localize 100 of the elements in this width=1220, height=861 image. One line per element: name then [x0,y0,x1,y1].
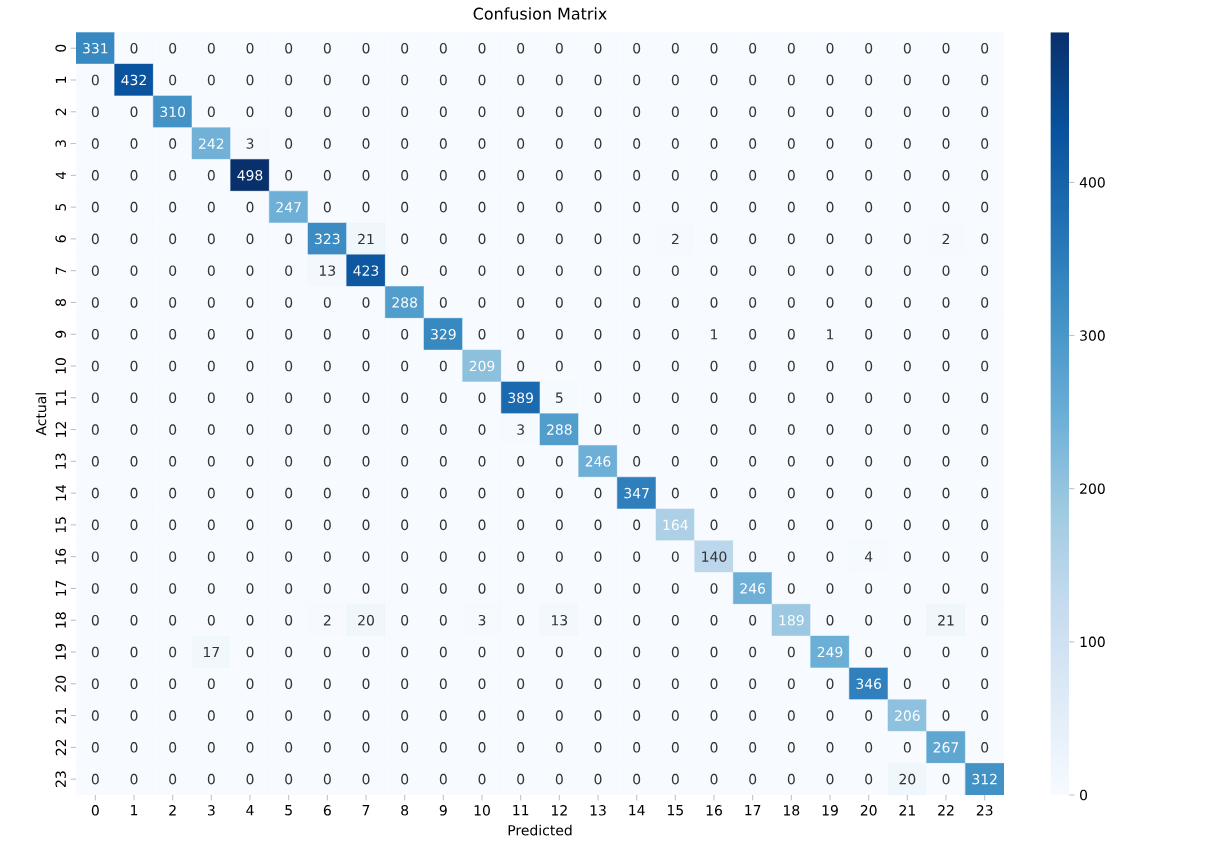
data-label: 0 [517,646,525,658]
data-label: 0 [169,424,177,435]
data-label: 0 [671,360,679,372]
data-label: 0 [942,519,950,531]
x-tick-label: 12 [551,805,567,816]
data-label: 0 [323,583,331,594]
data-label: 0 [246,328,254,340]
data-label: 0 [710,392,718,404]
data-label: 0 [865,456,873,467]
y-tick-label: 1 [55,76,66,83]
data-label: 0 [517,742,525,753]
data-label: 0 [594,487,602,499]
y-tick-label: 13 [55,453,66,469]
data-label: 0 [439,360,447,372]
data-label: 432 [121,74,146,86]
data-label: 0 [594,773,602,785]
data-label: 0 [826,519,834,531]
data-label: 0 [91,265,99,276]
data-label: 0 [749,678,757,690]
data-label: 0 [91,170,99,181]
data-label: 0 [594,710,602,721]
data-label: 0 [942,424,950,435]
data-label: 346 [856,678,882,690]
data-label: 0 [942,360,950,372]
data-label: 0 [207,487,215,499]
data-label: 0 [91,551,99,562]
data-label: 0 [401,710,409,721]
data-label: 0 [130,710,138,721]
data-label: 0 [246,360,254,372]
data-label: 0 [517,614,525,626]
data-label: 0 [169,519,177,531]
x-tick-label: 7 [362,805,370,816]
data-label: 0 [401,106,409,118]
data-label: 0 [130,201,138,213]
data-label: 0 [671,424,679,435]
data-label: 0 [555,646,563,658]
data-label: 0 [285,360,293,372]
data-label: 0 [865,297,873,308]
data-label: 0 [91,392,99,404]
data-label: 0 [555,456,563,467]
data-label: 0 [555,74,563,86]
y-tick-label: 0 [55,44,66,52]
data-label: 0 [942,170,950,181]
data-label: 0 [246,42,254,54]
data-label: 329 [431,328,456,340]
data-label: 0 [439,519,447,531]
data-label: 0 [207,201,215,213]
data-label: 0 [130,297,138,308]
data-label: 389 [508,392,533,404]
data-label: 0 [323,360,331,372]
data-label: 0 [130,678,138,690]
data-label: 0 [130,170,138,181]
data-label: 0 [749,773,757,785]
data-label: 0 [401,456,409,467]
data-label: 0 [710,360,718,372]
data-label: 0 [517,678,525,690]
data-label: 0 [169,233,177,245]
data-label: 0 [478,297,486,308]
data-label: 0 [555,328,563,340]
data-label: 0 [826,170,834,181]
data-label: 0 [517,773,525,785]
data-label: 0 [942,297,950,308]
data-label: 0 [903,233,911,245]
data-label: 0 [323,392,331,404]
data-label: 0 [401,424,409,435]
data-label: 2 [942,233,950,245]
data-label: 0 [555,138,563,149]
data-label: 0 [865,42,873,54]
data-label: 0 [671,201,679,213]
data-label: 0 [633,519,641,531]
data-label: 0 [517,360,525,372]
data-label: 0 [826,42,834,54]
data-label: 0 [981,678,989,690]
data-label: 0 [981,456,989,467]
data-label: 0 [517,456,525,467]
data-label: 0 [787,106,795,118]
data-label: 0 [594,646,602,658]
data-label: 0 [826,106,834,118]
data-label: 0 [246,456,254,467]
data-label: 0 [826,138,834,149]
data-label: 0 [787,392,795,404]
data-label: 0 [903,170,911,181]
data-label: 0 [826,742,834,753]
data-label: 0 [981,42,989,54]
data-label: 3 [246,138,254,149]
data-label: 0 [787,170,795,181]
data-label: 0 [517,106,525,118]
data-label: 0 [671,583,679,594]
data-label: 0 [671,106,679,118]
data-label: 0 [323,201,331,213]
data-label: 0 [362,328,370,340]
data-label: 0 [285,710,293,721]
data-label: 0 [246,773,254,785]
data-label: 0 [323,328,331,340]
color-bar-label: 100 [1080,636,1105,648]
y-tick-label: 4 [55,171,66,180]
data-label: 2 [323,615,331,626]
data-label: 0 [285,170,293,181]
data-label: 0 [710,487,718,499]
data-label: 0 [555,487,563,499]
